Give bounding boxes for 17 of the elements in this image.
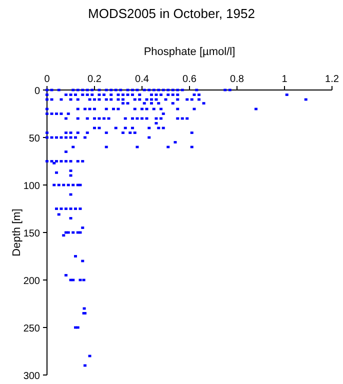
x-tick-label: 1 — [282, 74, 288, 85]
x-axis-title: Phosphate [µmol/l] — [144, 46, 236, 58]
x-tick-label: 0.2 — [88, 74, 102, 85]
y-tick-label: 50 — [28, 134, 40, 144]
x-tick-label: 0.4 — [135, 74, 150, 85]
y-axis-title: Depth [m] — [11, 208, 23, 256]
y-tick-label: 0 — [34, 86, 40, 97]
x-tick-label: 0.8 — [230, 74, 244, 85]
y-tick-label: 200 — [23, 276, 40, 287]
x-tick-label: 1.2 — [325, 74, 340, 85]
y-tick-label: 250 — [23, 324, 40, 334]
x-tick-label: 0 — [44, 74, 50, 85]
chart-title: MODS2005 in October, 1952 — [88, 6, 255, 21]
y-tick-label: 150 — [23, 228, 40, 240]
x-tick-label: 0.6 — [182, 74, 197, 85]
y-tick-label: 100 — [23, 181, 40, 192]
y-tick-label: 300 — [23, 371, 40, 382]
